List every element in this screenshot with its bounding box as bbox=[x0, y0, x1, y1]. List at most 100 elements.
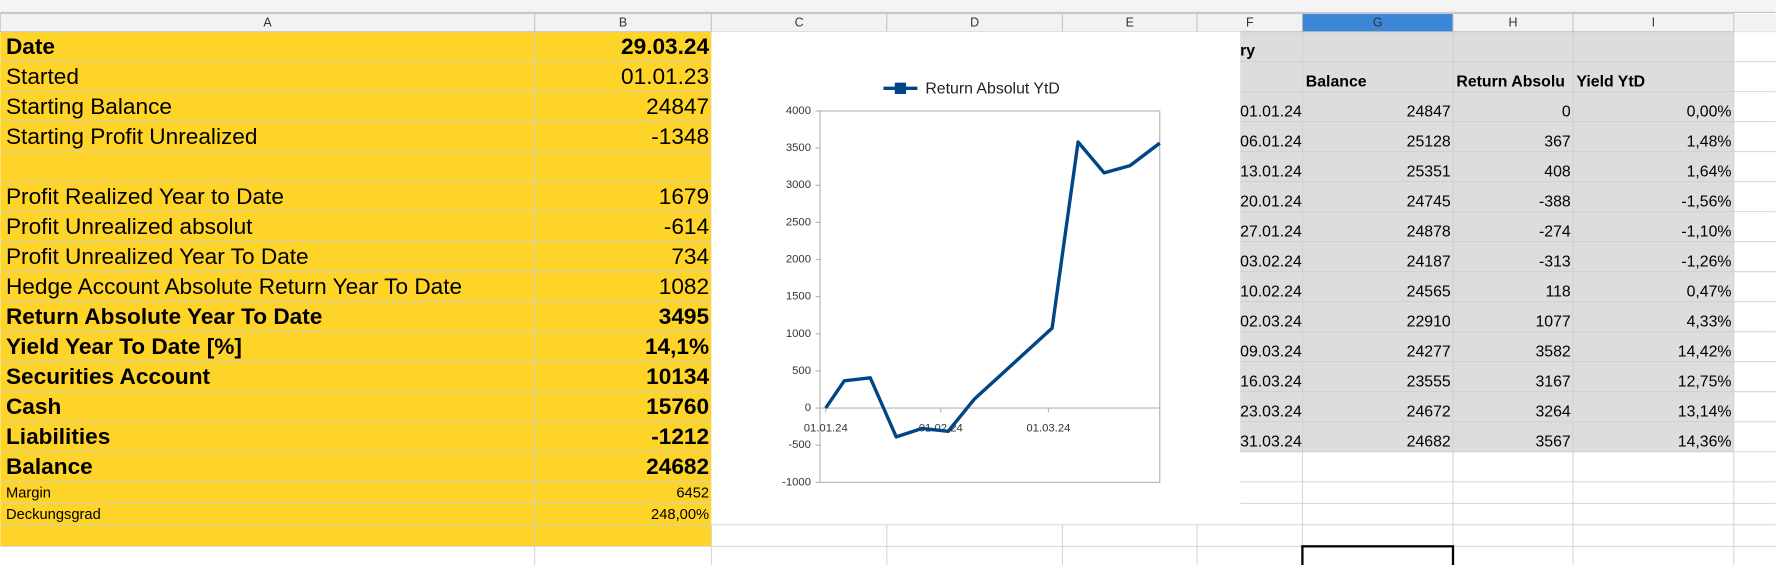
summary-value: 24847 bbox=[646, 94, 709, 119]
history-return: 3567 bbox=[1536, 434, 1571, 451]
history-balance: 24187 bbox=[1407, 254, 1451, 271]
summary-label: Liabilities bbox=[6, 424, 110, 449]
selected-cell[interactable] bbox=[1301, 545, 1455, 565]
history-yield: 0,47% bbox=[1687, 284, 1732, 301]
summary-label: Date bbox=[6, 34, 55, 59]
history-return: 0 bbox=[1562, 104, 1571, 121]
formula-bar bbox=[0, 0, 1776, 13]
summary-value: 1679 bbox=[659, 184, 709, 209]
history-return: 118 bbox=[1545, 284, 1570, 301]
history-yield: 14,36% bbox=[1678, 434, 1732, 451]
column-header-label: E bbox=[1126, 15, 1134, 29]
summary-value: -1212 bbox=[651, 424, 709, 449]
history-yield: 1,48% bbox=[1687, 134, 1732, 151]
legend-label: Return Absolut YtD bbox=[925, 81, 1059, 98]
history-balance: 24745 bbox=[1407, 194, 1451, 211]
history-return: 1077 bbox=[1536, 314, 1571, 331]
history-balance: 22910 bbox=[1407, 314, 1451, 331]
history-yield: -1,26% bbox=[1681, 254, 1731, 271]
summary-value: 6452 bbox=[676, 486, 709, 502]
y-tick-label: 1000 bbox=[786, 328, 811, 340]
summary-label: Profit Unrealized absolut bbox=[6, 214, 253, 239]
history-balance: 24565 bbox=[1407, 284, 1451, 301]
summary-label: Started bbox=[6, 64, 79, 89]
history-yield: 14,42% bbox=[1678, 344, 1732, 361]
history-balance: 24847 bbox=[1407, 104, 1451, 121]
summary-label: Profit Realized Year to Date bbox=[6, 184, 284, 209]
y-tick-label: -1000 bbox=[782, 476, 811, 488]
history-balance: 25128 bbox=[1407, 134, 1451, 151]
history-balance: 24672 bbox=[1407, 404, 1451, 421]
summary-value: 01.01.23 bbox=[621, 64, 709, 89]
history-date: 31.03.24 bbox=[1240, 434, 1302, 451]
history-date: 20.01.24 bbox=[1240, 194, 1302, 211]
history-date: 02.03.24 bbox=[1240, 314, 1302, 331]
history-return: 3264 bbox=[1536, 404, 1571, 421]
history-date: 23.03.24 bbox=[1240, 404, 1302, 421]
legend-marker bbox=[894, 82, 907, 94]
history-balance: 24682 bbox=[1407, 434, 1451, 451]
y-tick-label: 4000 bbox=[786, 105, 811, 117]
x-tick-label: 01.03.24 bbox=[1026, 422, 1070, 434]
history-balance: 23555 bbox=[1407, 374, 1451, 391]
column-header-label: H bbox=[1509, 15, 1518, 29]
column-header[interactable] bbox=[1572, 13, 1735, 33]
column-header-label: B bbox=[619, 15, 627, 29]
history-balance: 25351 bbox=[1407, 164, 1451, 181]
column-header-label: I bbox=[1652, 15, 1655, 29]
summary-value: 24682 bbox=[646, 454, 709, 479]
summary-label: Return Absolute Year To Date bbox=[6, 304, 322, 329]
column-header-label: F bbox=[1246, 15, 1254, 29]
history-return: -388 bbox=[1539, 194, 1571, 211]
history-header: Balance bbox=[1306, 74, 1367, 91]
summary-value: 3495 bbox=[659, 304, 709, 329]
history-return: 3167 bbox=[1536, 374, 1571, 391]
summary-label: Balance bbox=[6, 454, 93, 479]
history-return: 367 bbox=[1544, 134, 1571, 151]
plot-area bbox=[819, 110, 1161, 483]
x-tick-label: 01.01.24 bbox=[804, 422, 848, 434]
summary-label: Hedge Account Absolute Return Year To Da… bbox=[6, 274, 462, 299]
summary-label: Securities Account bbox=[6, 364, 211, 389]
history-date: 09.03.24 bbox=[1240, 344, 1302, 361]
summary-value: 15760 bbox=[646, 394, 709, 419]
summary-label: Margin bbox=[6, 486, 51, 502]
history-header: Return Absolu bbox=[1456, 74, 1565, 91]
y-tick-label: 2500 bbox=[786, 216, 811, 228]
summary-value: 248,00% bbox=[651, 507, 709, 523]
column-header-label: D bbox=[970, 15, 979, 29]
history-yield: 0,00% bbox=[1687, 104, 1732, 121]
history-date: 13.01.24 bbox=[1240, 164, 1302, 181]
summary-value: 734 bbox=[671, 244, 709, 269]
history-yield: -1,56% bbox=[1681, 194, 1731, 211]
history-yield: 12,75% bbox=[1678, 374, 1732, 391]
y-tick-label: 3000 bbox=[786, 179, 811, 191]
summary-label: Cash bbox=[6, 394, 61, 419]
history-header: Yield YtD bbox=[1576, 74, 1645, 91]
history-date: 10.02.24 bbox=[1240, 284, 1302, 301]
summary-label: Profit Unrealized Year To Date bbox=[6, 244, 309, 269]
yellow-block bbox=[0, 31, 712, 547]
column-header-label: A bbox=[263, 15, 272, 29]
y-tick-label: 500 bbox=[792, 365, 811, 377]
summary-value: -1348 bbox=[651, 124, 709, 149]
summary-value: 10134 bbox=[646, 364, 709, 389]
history-date: 01.01.24 bbox=[1240, 104, 1302, 121]
column-header-label: G bbox=[1373, 15, 1383, 29]
history-date: 27.01.24 bbox=[1240, 224, 1302, 241]
history-date: 16.03.24 bbox=[1240, 374, 1302, 391]
history-yield: 4,33% bbox=[1687, 314, 1732, 331]
history-yield: -1,10% bbox=[1681, 224, 1731, 241]
history-date: 06.01.24 bbox=[1240, 134, 1302, 151]
history-return: 3582 bbox=[1536, 344, 1571, 361]
y-tick-label: 1500 bbox=[786, 291, 811, 303]
history-return: 408 bbox=[1544, 164, 1571, 181]
y-tick-label: 2000 bbox=[786, 253, 811, 265]
y-tick-label: 0 bbox=[805, 402, 811, 414]
history-yield: 1,64% bbox=[1687, 164, 1732, 181]
summary-label: Starting Balance bbox=[6, 94, 172, 119]
history-return: -313 bbox=[1539, 254, 1571, 271]
history-balance: 24878 bbox=[1407, 224, 1451, 241]
